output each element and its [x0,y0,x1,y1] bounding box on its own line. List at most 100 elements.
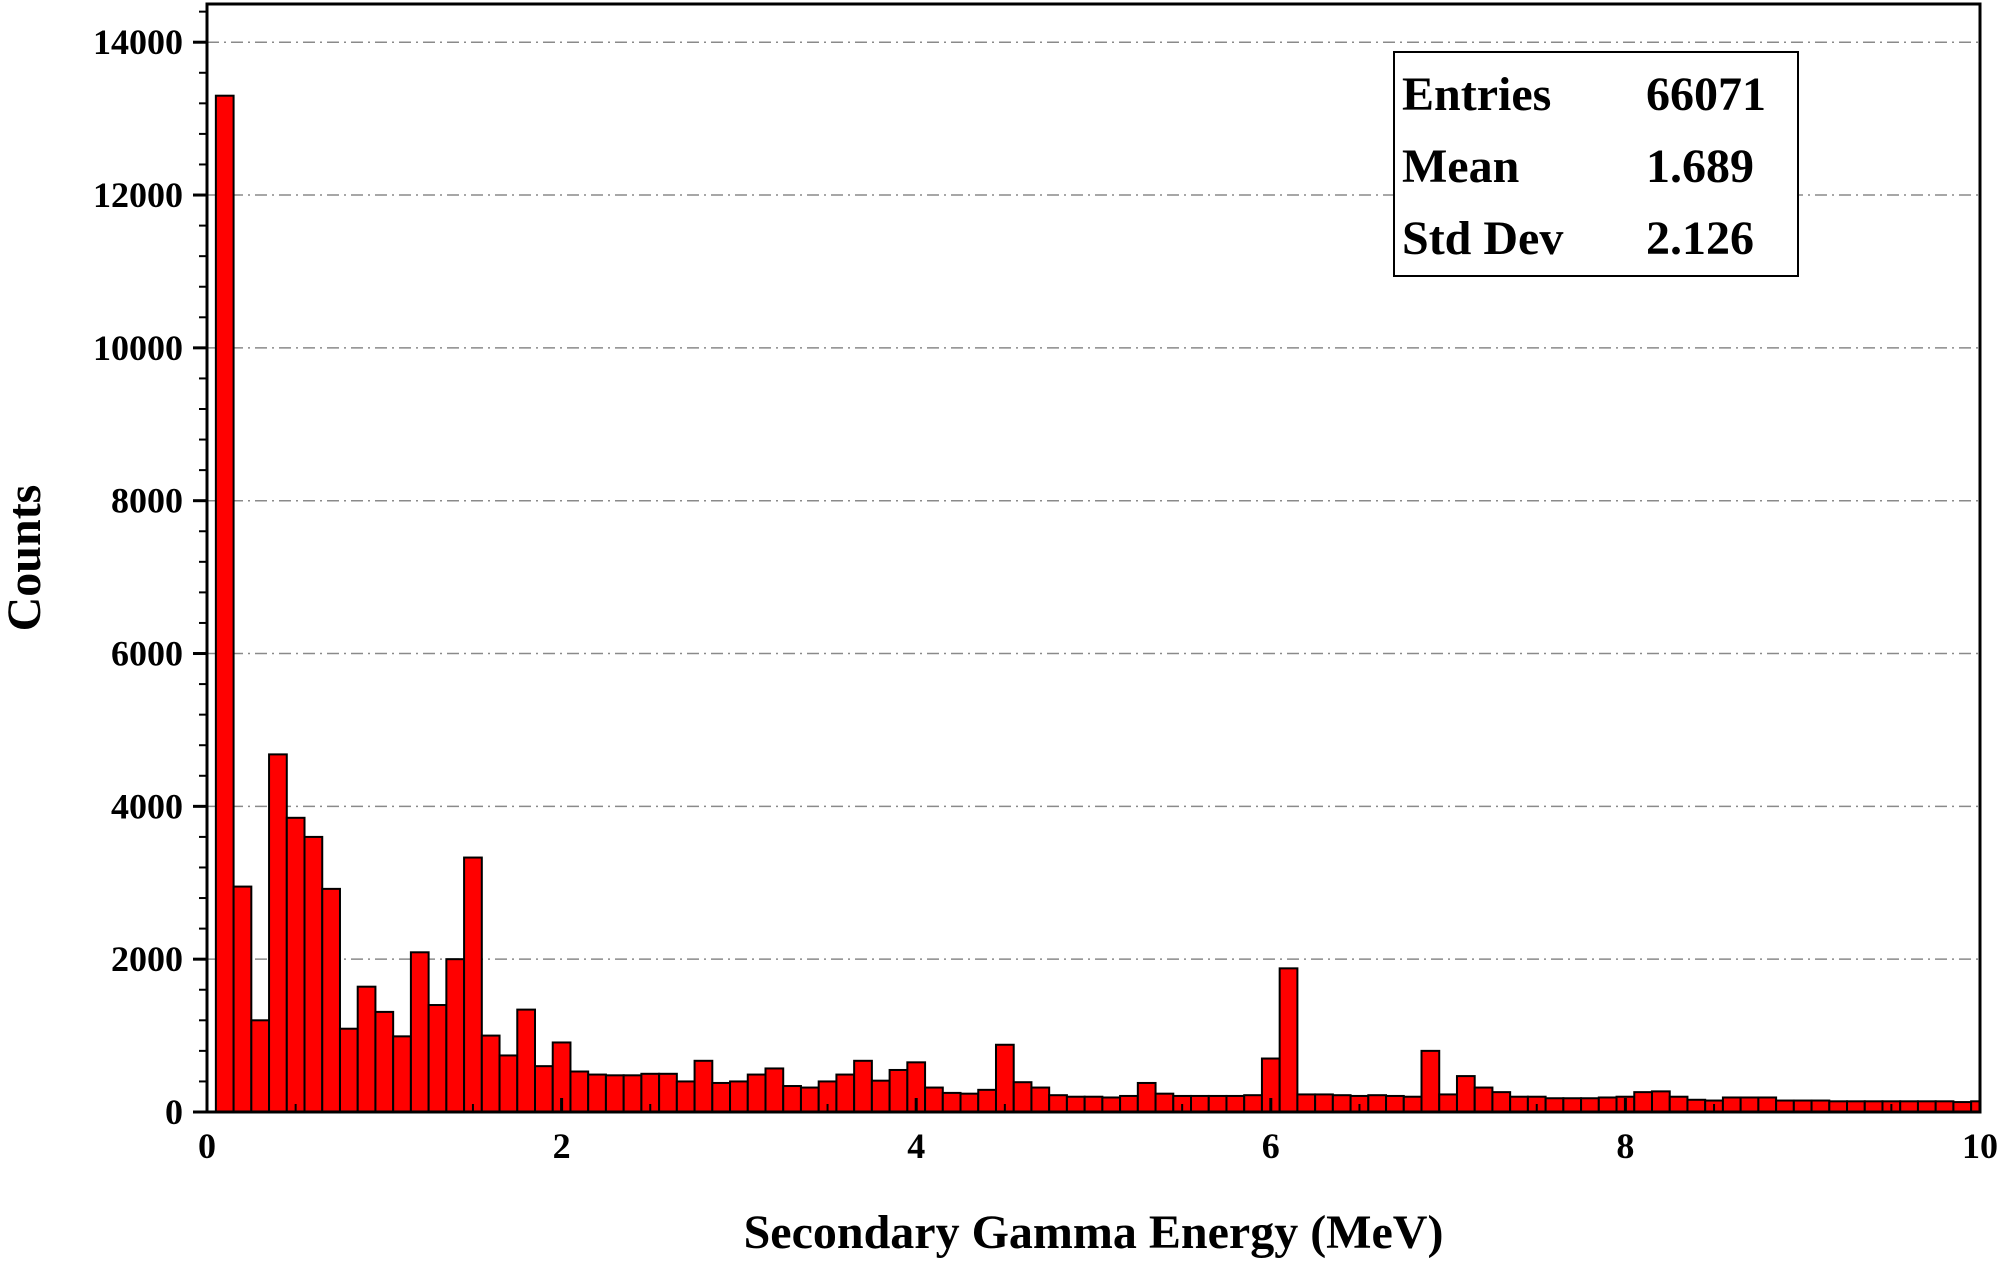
bar-55 [1190,1094,1210,1114]
bar-5 [303,835,324,1113]
bar-96 [1916,1100,1937,1114]
bar-4 [285,816,306,1113]
bar-88 [1775,1099,1795,1114]
bar-17 [516,1008,537,1114]
bar-35 [835,1073,856,1114]
bar-11 [409,951,430,1113]
bar-67 [1402,1095,1423,1114]
stats-entries-value: 66071 [1646,68,1766,121]
y-tick-label-4000: 4000 [111,786,183,826]
bar-42 [959,1092,980,1113]
y-tick-label-2000: 2000 [111,939,183,979]
bar-7 [338,1027,359,1114]
bar-82 [1668,1095,1689,1114]
bar-28 [711,1081,732,1114]
stats-stddev-value: 2.126 [1646,212,1754,265]
x-tick-label-4: 4 [907,1126,925,1166]
bar-8 [356,985,377,1114]
bar-27 [693,1059,714,1113]
stats-stddev-label: Std Dev [1402,212,1563,265]
x-tick-label-6: 6 [1262,1126,1280,1166]
bar-85 [1721,1096,1742,1113]
stats-box: Entries 66071 Mean 1.689 Std Dev 2.126 [1393,51,1799,277]
bar-80 [1633,1091,1653,1114]
x-axis-title: Secondary Gamma Energy (MeV) [744,1206,1444,1259]
bar-9 [374,1010,395,1114]
bar-50 [1101,1096,1122,1113]
bar-81 [1650,1090,1671,1114]
bar-16 [498,1054,519,1113]
bar-20 [569,1070,590,1114]
bar-97 [1934,1100,1955,1114]
bar-29 [729,1080,749,1113]
stats-entries-label: Entries [1402,68,1551,121]
bar-60 [1278,967,1299,1113]
bar-83 [1686,1098,1707,1114]
bar-18 [534,1065,554,1114]
bar-63 [1331,1094,1352,1113]
bar-33 [799,1086,820,1114]
bar-51 [1119,1094,1139,1114]
y-tick-label-10000: 10000 [93,328,183,368]
bar-36 [853,1059,873,1113]
bar-3 [268,753,288,1113]
bar-58 [1243,1094,1263,1113]
bar-44 [994,1043,1015,1113]
grid-lines [207,41,1980,960]
y-tick-label-12000: 12000 [93,175,183,215]
bar-61 [1296,1093,1317,1113]
plot-frame [205,2,1982,1114]
stats-box-frame [1393,51,1799,277]
bar-92 [1846,1100,1866,1114]
bar-73 [1509,1095,1529,1114]
bar-38 [888,1068,909,1113]
bar-90 [1810,1099,1831,1114]
bar-23 [622,1074,643,1114]
bar-1 [232,885,253,1113]
bar-69 [1438,1093,1458,1113]
bar-13 [445,958,466,1114]
bar-53 [1154,1092,1175,1113]
bar-62 [1314,1093,1334,1113]
y-tick-label-0: 0 [165,1092,183,1132]
bar-22 [604,1074,625,1114]
bar-31 [764,1067,785,1113]
bar-78 [1597,1096,1618,1113]
bar-40 [924,1086,944,1114]
bar-77 [1580,1097,1600,1113]
bar-26 [675,1080,696,1113]
y-tick-label-8000: 8000 [111,481,183,521]
x-tick-label-2: 2 [553,1126,571,1166]
y-tick-label-6000: 6000 [111,634,183,674]
x-tick-label-10: 10 [1962,1126,1998,1166]
bar-91 [1828,1100,1849,1114]
bar-66 [1385,1094,1405,1114]
bar-41 [941,1091,962,1114]
bar-70 [1455,1075,1476,1114]
tick-labels: 0 2 4 6 8 10 0 2000 4000 6000 8000 10000 12000 14000 [93,22,1998,1166]
bar-6 [321,887,341,1113]
bar-87 [1757,1096,1778,1113]
bar-37 [870,1079,891,1113]
bar-43 [977,1088,997,1113]
bar-52 [1136,1081,1157,1114]
bar-75 [1544,1097,1565,1113]
bar-25 [658,1072,678,1113]
bar-86 [1739,1096,1760,1113]
bar-57 [1225,1094,1246,1114]
y-tick-label-14000: 14000 [93,22,183,62]
bar-46 [1030,1086,1051,1114]
bar-72 [1491,1091,1512,1114]
bar-48 [1065,1095,1086,1114]
bar-12 [427,1004,448,1113]
bar-89 [1792,1099,1813,1114]
bar-68 [1420,1049,1441,1114]
bar-76 [1562,1097,1583,1113]
stats-mean-value: 1.689 [1646,140,1754,193]
x-tick-label-8: 8 [1616,1126,1634,1166]
bar-30 [746,1073,767,1114]
bar-45 [1012,1081,1033,1113]
bar-71 [1473,1086,1494,1114]
y-axis-title: Counts [0,485,51,632]
